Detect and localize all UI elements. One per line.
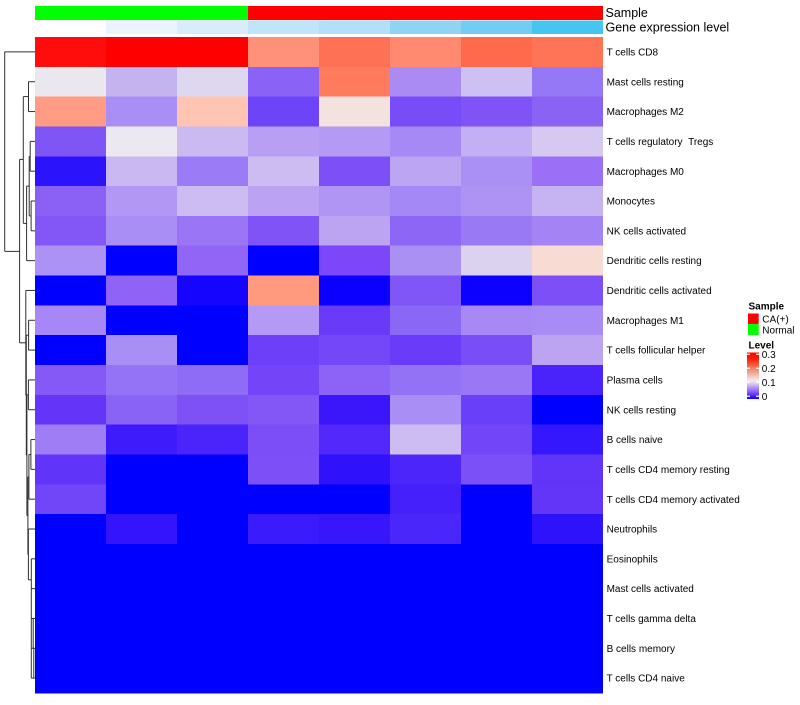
svg-text:B cells naive: B cells naive [607, 435, 664, 446]
svg-text:Mast cells resting: Mast cells resting [607, 77, 684, 88]
svg-text:Dendritic cells activated: Dendritic cells activated [607, 286, 712, 297]
svg-text:Sample: Sample [749, 302, 785, 313]
svg-text:T cells regulatory Tregs: T cells regulatory Tregs [607, 137, 714, 148]
svg-text:CA(+): CA(+) [762, 314, 788, 325]
svg-text:Mast cells activated: Mast cells activated [607, 584, 694, 595]
svg-text:T cells CD8: T cells CD8 [607, 48, 659, 59]
svg-text:Macrophages M1: Macrophages M1 [607, 316, 685, 327]
svg-text:NK cells resting: NK cells resting [607, 405, 676, 416]
svg-text:T cells follicular helper: T cells follicular helper [607, 346, 706, 357]
svg-text:0.1: 0.1 [762, 378, 776, 389]
svg-text:NK cells activated: NK cells activated [607, 226, 686, 237]
svg-text:0.2: 0.2 [762, 364, 776, 375]
svg-text:Eosinophils: Eosinophils [607, 554, 658, 565]
svg-text:T cells CD4 memory activated: T cells CD4 memory activated [607, 495, 740, 506]
svg-text:Dendritic cells resting: Dendritic cells resting [607, 256, 702, 267]
svg-text:Neutrophils: Neutrophils [607, 525, 658, 536]
svg-text:Gene expression level: Gene expression level [606, 20, 730, 34]
svg-text:T cells gamma delta: T cells gamma delta [607, 614, 697, 625]
svg-text:Plasma cells: Plasma cells [607, 376, 663, 387]
svg-text:Normal: Normal [762, 325, 794, 336]
svg-text:T cells CD4 memory resting: T cells CD4 memory resting [607, 465, 730, 476]
svg-text:Macrophages M2: Macrophages M2 [607, 107, 685, 118]
svg-text:Macrophages M0: Macrophages M0 [607, 167, 685, 178]
svg-text:B cells memory: B cells memory [607, 644, 675, 655]
svg-text:Monocytes: Monocytes [607, 197, 655, 208]
svg-text:Sample: Sample [606, 6, 648, 20]
svg-text:0.3: 0.3 [762, 350, 776, 361]
svg-text:0: 0 [762, 392, 768, 403]
svg-text:Level: Level [749, 340, 775, 351]
svg-text:T cells CD4 naive: T cells CD4 naive [607, 674, 686, 685]
